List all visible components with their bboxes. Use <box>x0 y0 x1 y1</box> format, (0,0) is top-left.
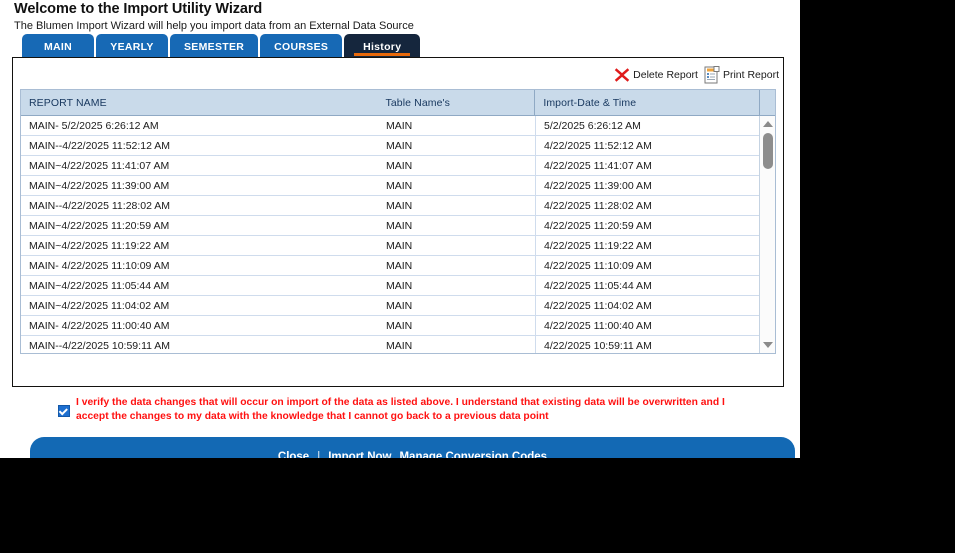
cell-table-name: MAIN <box>386 259 413 272</box>
table-row[interactable]: MAIN- 5/2/2025 6:26:12 AM MAIN 5/2/2025 6:… <box>21 116 759 136</box>
cell-report-name: MAIN- 4/22/2025 11:10:09 AM <box>29 259 170 272</box>
scroll-up-arrow-icon[interactable] <box>760 117 775 131</box>
cell-import-datetime: 5/2/2025 6:26:12 AM <box>535 116 759 135</box>
cell-table-name: MAIN <box>386 319 413 332</box>
cell-report-name: MAIN--4/22/2025 11:28:02 AM <box>29 199 171 212</box>
cell-table-name: MAIN <box>386 179 413 192</box>
table-row[interactable]: MAIN- 4/22/2025 11:00:40 AM MAIN 4/22/2025… <box>21 316 759 336</box>
cell-table-name: MAIN <box>386 199 413 212</box>
table-row[interactable]: MAIN--4/22/2025 10:59:11 AM MAIN 4/22/2025… <box>21 336 759 353</box>
verify-row: I verify the data changes that will occu… <box>58 396 748 424</box>
table-row[interactable]: MAIN~4/22/2025 11:41:07 AM MAIN 4/22/2025 … <box>21 156 759 176</box>
cell-report-name: MAIN~4/22/2025 11:39:00 AM <box>29 179 170 192</box>
column-header-report-name[interactable]: REPORT NAME <box>29 96 107 109</box>
cell-table-name: MAIN <box>386 139 413 152</box>
active-tab-underline <box>354 53 411 56</box>
cell-report-name: MAIN~4/22/2025 11:20:59 AM <box>29 219 170 232</box>
cell-import-datetime: 4/22/2025 11:04:02 AM <box>535 296 759 315</box>
page-title: Welcome to the Import Utility Wizard <box>14 1 263 17</box>
table-vertical-scrollbar[interactable] <box>759 116 775 353</box>
cell-import-datetime: 4/22/2025 11:41:07 AM <box>535 156 759 175</box>
table-row[interactable]: MAIN~4/22/2025 11:04:02 AM MAIN 4/22/2025 … <box>21 296 759 316</box>
cell-table-name: MAIN <box>386 219 413 232</box>
cell-import-datetime: 4/22/2025 10:59:11 AM <box>535 336 759 353</box>
cell-report-name: MAIN~4/22/2025 11:41:07 AM <box>29 159 170 172</box>
page-subtitle: The Blumen Import Wizard will help you i… <box>14 20 414 32</box>
cell-table-name: MAIN <box>386 339 413 352</box>
reports-table: REPORT NAME Table Name's Import-Date & T… <box>20 89 776 354</box>
delete-report-label: Delete Report <box>633 69 698 81</box>
tab-main[interactable]: MAIN <box>22 34 94 59</box>
tab-yearly[interactable]: YEARLY <box>96 34 168 59</box>
table-row[interactable]: MAIN~4/22/2025 11:20:59 AM MAIN 4/22/2025 … <box>21 216 759 236</box>
cell-report-name: MAIN- 5/2/2025 6:26:12 AM <box>29 119 159 132</box>
history-panel: Delete Report <box>12 57 784 387</box>
cell-import-datetime: 4/22/2025 11:05:44 AM <box>535 276 759 295</box>
footer-separator: | <box>317 451 321 458</box>
cell-import-datetime: 4/22/2025 11:19:22 AM <box>535 236 759 255</box>
cell-table-name: MAIN <box>386 159 413 172</box>
table-body: MAIN- 5/2/2025 6:26:12 AM MAIN 5/2/2025 6:… <box>21 116 775 353</box>
cell-table-name: MAIN <box>386 299 413 312</box>
print-report-label: Print Report <box>722 69 779 81</box>
cell-import-datetime: 4/22/2025 11:10:09 AM <box>535 256 759 275</box>
cell-report-name: MAIN--4/22/2025 10:59:11 AM <box>29 339 171 352</box>
column-header-spacer <box>759 90 775 115</box>
table-header-row: REPORT NAME Table Name's Import-Date & T… <box>21 90 775 116</box>
delete-report-button[interactable]: Delete Report <box>614 67 698 83</box>
cell-report-name: MAIN~4/22/2025 11:04:02 AM <box>29 299 170 312</box>
footer-bar: Close | Import Now Manage Conversion Cod… <box>30 437 795 458</box>
verify-text: I verify the data changes that will occu… <box>76 397 725 422</box>
column-header-table-name[interactable]: Table Name's <box>385 96 450 109</box>
tab-yearly-label: YEARLY <box>110 40 154 53</box>
tab-courses-label: COURSES <box>274 40 329 53</box>
tab-history[interactable]: History <box>344 34 421 59</box>
cell-report-name: MAIN~4/22/2025 11:05:44 AM <box>29 279 170 292</box>
table-row[interactable]: MAIN--4/22/2025 11:52:12 AM MAIN 4/22/2025… <box>21 136 759 156</box>
verify-checkbox[interactable] <box>58 405 70 417</box>
table-row[interactable]: MAIN--4/22/2025 11:28:02 AM MAIN 4/22/2025… <box>21 196 759 216</box>
cell-import-datetime: 4/22/2025 11:20:59 AM <box>535 216 759 235</box>
tab-main-label: MAIN <box>43 40 73 53</box>
cell-table-name: MAIN <box>386 239 413 252</box>
cell-report-name: MAIN~4/22/2025 11:19:22 AM <box>29 239 170 252</box>
table-row[interactable]: MAIN~4/22/2025 11:05:44 AM MAIN 4/22/2025 … <box>21 276 759 296</box>
manage-conversion-codes-button[interactable]: Manage Conversion Codes <box>399 451 548 458</box>
table-row[interactable]: MAIN- 4/22/2025 11:10:09 AM MAIN 4/22/2025… <box>21 256 759 276</box>
cell-table-name: MAIN <box>386 279 413 292</box>
table-row[interactable]: MAIN~4/22/2025 11:39:00 AM MAIN 4/22/2025 … <box>21 176 759 196</box>
scrollbar-thumb[interactable] <box>763 133 773 169</box>
print-report-icon <box>704 66 720 84</box>
table-rows: MAIN- 5/2/2025 6:26:12 AM MAIN 5/2/2025 6:… <box>21 116 759 353</box>
cell-import-datetime: 4/22/2025 11:52:12 AM <box>535 136 759 155</box>
close-button[interactable]: Close <box>277 451 310 458</box>
cell-import-datetime: 4/22/2025 11:39:00 AM <box>535 176 759 195</box>
tab-semester-label: SEMESTER <box>184 40 245 53</box>
wizard-page: Welcome to the Import Utility Wizard The… <box>0 0 800 458</box>
import-now-button[interactable]: Import Now <box>328 451 392 458</box>
tab-history-label: History <box>363 40 402 53</box>
column-header-import-datetime[interactable]: Import-Date & Time <box>534 90 759 115</box>
scroll-down-arrow-icon[interactable] <box>760 338 775 352</box>
cell-report-name: MAIN- 4/22/2025 11:00:40 AM <box>29 319 170 332</box>
panel-toolbar: Delete Report <box>614 62 779 88</box>
table-row[interactable]: MAIN~4/22/2025 11:19:22 AM MAIN 4/22/2025 … <box>21 236 759 256</box>
cell-report-name: MAIN--4/22/2025 11:52:12 AM <box>29 139 171 152</box>
cell-import-datetime: 4/22/2025 11:28:02 AM <box>535 196 759 215</box>
tab-bar: MAIN YEARLY SEMESTER COURSES History <box>22 34 421 59</box>
tab-courses[interactable]: COURSES <box>260 34 343 59</box>
cell-table-name: MAIN <box>386 119 413 132</box>
cell-import-datetime: 4/22/2025 11:00:40 AM <box>535 316 759 335</box>
print-report-button[interactable]: Print Report <box>704 66 779 84</box>
tab-semester[interactable]: SEMESTER <box>170 34 259 59</box>
red-x-icon <box>614 67 630 83</box>
